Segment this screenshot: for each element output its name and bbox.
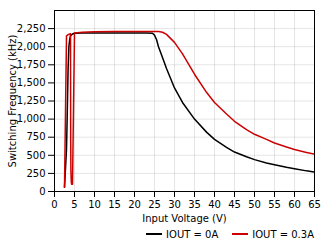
svg-text:10: 10	[88, 199, 101, 210]
svg-text:50: 50	[248, 199, 261, 210]
svg-text:60: 60	[288, 199, 301, 210]
svg-text:1,250: 1,250	[17, 95, 46, 106]
html-text:IOUT = 0.3A: IOUT = 0.3A	[252, 228, 314, 240]
svg-text:500: 500	[26, 150, 45, 161]
svg-text:750: 750	[26, 131, 45, 142]
html-text:IOUT = 0A: IOUT = 0A	[166, 228, 219, 240]
svg-text:1,500: 1,500	[17, 77, 46, 88]
svg-text:25: 25	[148, 199, 161, 210]
svg-text:1,000: 1,000	[17, 113, 46, 124]
svg-text:20: 20	[128, 199, 141, 210]
svg-text:Switching Frequency (kHz): Switching Frequency (kHz)	[7, 34, 18, 167]
svg-text:1,750: 1,750	[17, 59, 46, 70]
svg-text:65: 65	[308, 199, 321, 210]
svg-text:Input Voltage (V): Input Voltage (V)	[142, 213, 227, 224]
svg-text:0: 0	[51, 199, 57, 210]
svg-text:55: 55	[268, 199, 281, 210]
svg-text:30: 30	[168, 199, 181, 210]
svg-text:2,250: 2,250	[17, 23, 46, 34]
svg-text:250: 250	[26, 168, 45, 179]
svg-text:35: 35	[188, 199, 201, 210]
svg-text:40: 40	[208, 199, 221, 210]
svg-text:0: 0	[39, 186, 45, 197]
svg-text:2,000: 2,000	[17, 41, 46, 52]
svg-text:15: 15	[108, 199, 121, 210]
svg-text:45: 45	[228, 199, 241, 210]
svg-text:5: 5	[71, 199, 77, 210]
